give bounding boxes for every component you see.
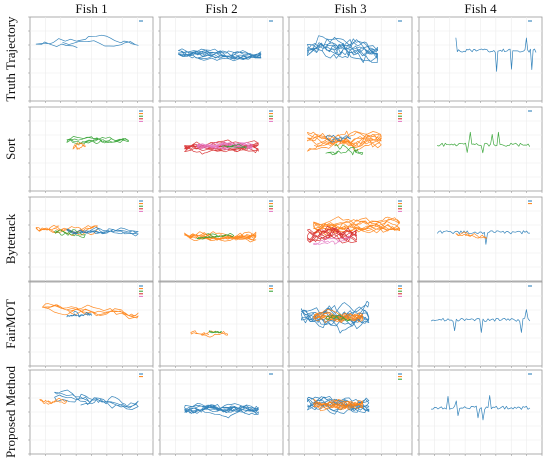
trajectory-line-pink xyxy=(196,141,253,150)
row-title-fairmot: FairMOT xyxy=(3,299,18,349)
trajectory-line-orange xyxy=(41,303,139,320)
panel-sort-fish-2 xyxy=(158,106,284,193)
legend xyxy=(269,285,273,292)
column-titles: Fish 1 Fish 2 Fish 3 Fish 4 xyxy=(75,1,497,16)
column-title-1: Fish 1 xyxy=(75,1,107,16)
trajectory-line-blue xyxy=(307,35,378,64)
panel-proposed-method-fish-2 xyxy=(158,369,284,456)
trajectory-line-green xyxy=(54,229,86,238)
trajectory-line-orange xyxy=(313,309,364,324)
trajectory-line-blue xyxy=(178,48,262,62)
trajectory-line-orange xyxy=(190,330,229,338)
trajectory-line-orange xyxy=(39,397,68,405)
trajectory-line-orange xyxy=(313,216,401,236)
trajectory-line-blue xyxy=(35,34,139,48)
panel-fairmot-fish-2 xyxy=(158,281,284,368)
trajectory-line-green xyxy=(66,136,129,145)
panel-bytetrack-fish-2 xyxy=(158,196,284,283)
trajectory-line-orange xyxy=(313,398,364,412)
legend xyxy=(139,110,143,122)
row-title-proposed-method: Proposed Method xyxy=(3,365,18,458)
trajectory-line-green xyxy=(437,131,531,154)
legend xyxy=(398,110,402,122)
column-title-4: Fish 4 xyxy=(464,1,497,16)
legend xyxy=(398,200,402,212)
trajectory-line-blue xyxy=(455,37,537,72)
panel-grid xyxy=(28,16,543,456)
panel-bytetrack-fish-4 xyxy=(417,196,543,283)
legend xyxy=(269,200,273,212)
trajectory-line-green xyxy=(221,143,247,149)
legend xyxy=(528,200,532,205)
legend xyxy=(269,110,273,122)
trajectory-line-green xyxy=(325,314,351,322)
panel-sort-fish-1 xyxy=(28,106,154,193)
panel-sort-fish-3 xyxy=(287,106,413,193)
panel-fairmot-fish-4 xyxy=(417,281,543,368)
panel-fairmot-fish-3 xyxy=(287,281,413,368)
panel-truth-trajectory-fish-4 xyxy=(417,16,543,103)
trajectory-line-red xyxy=(307,225,357,244)
legend xyxy=(398,285,402,297)
trajectory-line-orange xyxy=(35,224,99,237)
trajectory-line-blue xyxy=(54,389,139,410)
trajectory-line-blue xyxy=(430,395,531,421)
trajectory-line-green xyxy=(208,330,222,334)
trajectory-line-blue xyxy=(66,310,92,318)
row-titles: Truth Trajectory Sort Bytetrack FairMOT Prop… xyxy=(3,16,18,458)
column-title-3: Fish 3 xyxy=(334,1,366,16)
legend xyxy=(139,200,143,212)
trajectory-line-blue xyxy=(300,300,370,334)
panel-proposed-method-fish-4 xyxy=(417,369,543,456)
trajectory-line-orange xyxy=(72,142,86,150)
trajectory-line-blue xyxy=(325,134,351,143)
panel-bytetrack-fish-3 xyxy=(287,196,413,283)
panel-truth-trajectory-fish-2 xyxy=(158,16,284,103)
column-title-2: Fish 2 xyxy=(205,1,237,16)
row-title-sort: Sort xyxy=(3,138,18,160)
trajectory-line-green xyxy=(196,232,235,240)
trajectory-line-blue xyxy=(437,230,531,245)
trajectory-line-orange xyxy=(307,130,382,152)
panel-proposed-method-fish-1 xyxy=(28,369,154,456)
trajectory-line-pink xyxy=(313,235,351,245)
trajectory-line-orange xyxy=(455,231,487,239)
trajectory-line-green xyxy=(325,143,364,156)
trajectory-line-blue xyxy=(66,227,139,237)
panel-sort-fish-4 xyxy=(417,106,543,193)
panel-proposed-method-fish-3 xyxy=(287,369,413,456)
legend xyxy=(139,373,143,378)
trajectory-line-orange xyxy=(184,231,257,243)
legend xyxy=(139,285,143,297)
row-title-bytetrack: Bytetrack xyxy=(3,213,18,264)
row-title-truth-trajectory: Truth Trajectory xyxy=(3,16,18,102)
trajectory-line-blue xyxy=(430,309,531,333)
panel-truth-trajectory-fish-3 xyxy=(287,16,413,103)
trajectory-line-blue xyxy=(184,402,259,419)
trajectory-line-blue xyxy=(307,395,370,415)
legend xyxy=(398,373,402,380)
panel-fairmot-fish-1 xyxy=(28,281,154,368)
panel-truth-trajectory-fish-1 xyxy=(28,16,154,103)
panel-bytetrack-fish-1 xyxy=(28,196,154,283)
